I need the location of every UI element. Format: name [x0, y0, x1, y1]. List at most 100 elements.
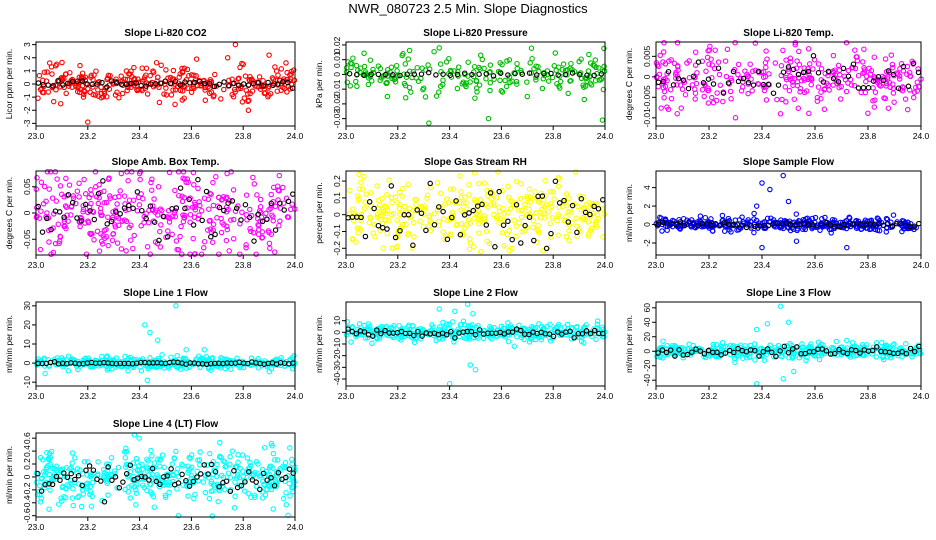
x-tick-label: 23.4	[131, 522, 148, 532]
data-point	[537, 214, 544, 221]
reference-point	[65, 192, 72, 198]
data-point	[488, 195, 494, 202]
reference-point	[584, 72, 590, 79]
reference-point	[175, 480, 182, 486]
data-point	[881, 95, 887, 101]
data-point	[359, 186, 366, 192]
data-point	[270, 217, 276, 224]
data-point	[94, 228, 101, 235]
data-point	[49, 465, 56, 472]
data-point	[228, 217, 234, 223]
data-point	[516, 322, 522, 329]
data-point	[95, 87, 101, 93]
data-point	[257, 196, 264, 203]
reference-point	[404, 71, 410, 77]
data-point	[705, 100, 712, 106]
data-point	[80, 491, 87, 497]
data-point	[148, 447, 154, 454]
reference-point	[440, 208, 446, 215]
reference-point	[876, 220, 882, 226]
data-point	[518, 214, 525, 221]
data-point	[906, 69, 913, 76]
y-tick-label: 0	[332, 212, 342, 217]
data-point	[539, 85, 546, 92]
y-tick-label: 0.2	[22, 458, 32, 470]
data-point	[499, 229, 506, 236]
data-point	[195, 457, 201, 463]
data-point	[443, 321, 450, 327]
reference-point	[579, 330, 586, 337]
reference-point	[86, 463, 93, 469]
data-point	[471, 244, 477, 250]
data-point	[362, 335, 369, 341]
data-point	[223, 209, 230, 215]
data-point	[101, 188, 107, 195]
data-point	[190, 235, 196, 242]
data-point	[434, 207, 441, 213]
reference-point	[285, 198, 292, 205]
data-point	[692, 86, 698, 93]
data-point	[274, 88, 281, 94]
data-point	[914, 79, 921, 85]
reference-point	[440, 71, 446, 77]
reference-point	[832, 350, 838, 357]
data-point	[222, 365, 228, 372]
reference-point	[257, 486, 263, 493]
data-point	[73, 200, 79, 207]
data-point	[190, 169, 197, 176]
data-point	[701, 81, 708, 87]
data-point	[358, 211, 365, 218]
x-tick-label: 23.4	[441, 260, 458, 270]
x-tick-label: 23.6	[807, 260, 824, 270]
reference-point	[911, 223, 918, 229]
data-point	[190, 361, 196, 368]
data-point	[103, 354, 110, 361]
data-point	[366, 219, 373, 226]
data-point	[69, 460, 75, 466]
data-point	[554, 217, 560, 224]
reference-point	[781, 343, 788, 350]
reference-point	[172, 78, 179, 85]
data-point	[581, 216, 587, 222]
data-point	[708, 216, 714, 222]
data-point	[150, 69, 157, 75]
reference-point	[55, 77, 61, 84]
reference-point	[134, 189, 141, 195]
data-point	[128, 482, 135, 489]
y-tick-label: -3	[22, 119, 32, 127]
data-point	[194, 468, 200, 475]
outlier-point	[144, 377, 151, 384]
data-point	[554, 80, 560, 87]
chart-title-2: Slope Li-820 Pressure	[423, 28, 528, 39]
data-point	[144, 487, 150, 494]
data-point	[137, 471, 144, 477]
reference-point	[57, 477, 63, 484]
reference-point	[133, 80, 139, 86]
y-tick-label: -10	[332, 338, 342, 351]
data-point	[230, 187, 237, 193]
data-point	[283, 501, 290, 508]
reference-point	[48, 226, 54, 233]
outlier-point	[692, 49, 699, 55]
reference-point	[101, 499, 108, 505]
data-point	[88, 74, 94, 80]
reference-point	[260, 83, 266, 89]
data-point	[700, 223, 707, 230]
data-point	[347, 60, 354, 67]
data-point	[63, 175, 69, 182]
x-tick-label: 23.8	[235, 131, 252, 141]
data-point	[187, 219, 193, 225]
data-point	[786, 354, 792, 361]
data-point	[430, 324, 436, 330]
data-point	[388, 212, 395, 218]
reference-point	[595, 206, 602, 212]
data-point	[458, 220, 465, 227]
data-point	[723, 73, 730, 80]
data-point	[125, 489, 132, 495]
data-point	[787, 55, 794, 62]
y-tick-label: 10	[332, 316, 342, 326]
data-point	[540, 76, 547, 82]
x-tick-label: 23.0	[648, 260, 665, 270]
x-tick-label: 23.4	[754, 131, 771, 141]
reference-point	[700, 80, 707, 86]
